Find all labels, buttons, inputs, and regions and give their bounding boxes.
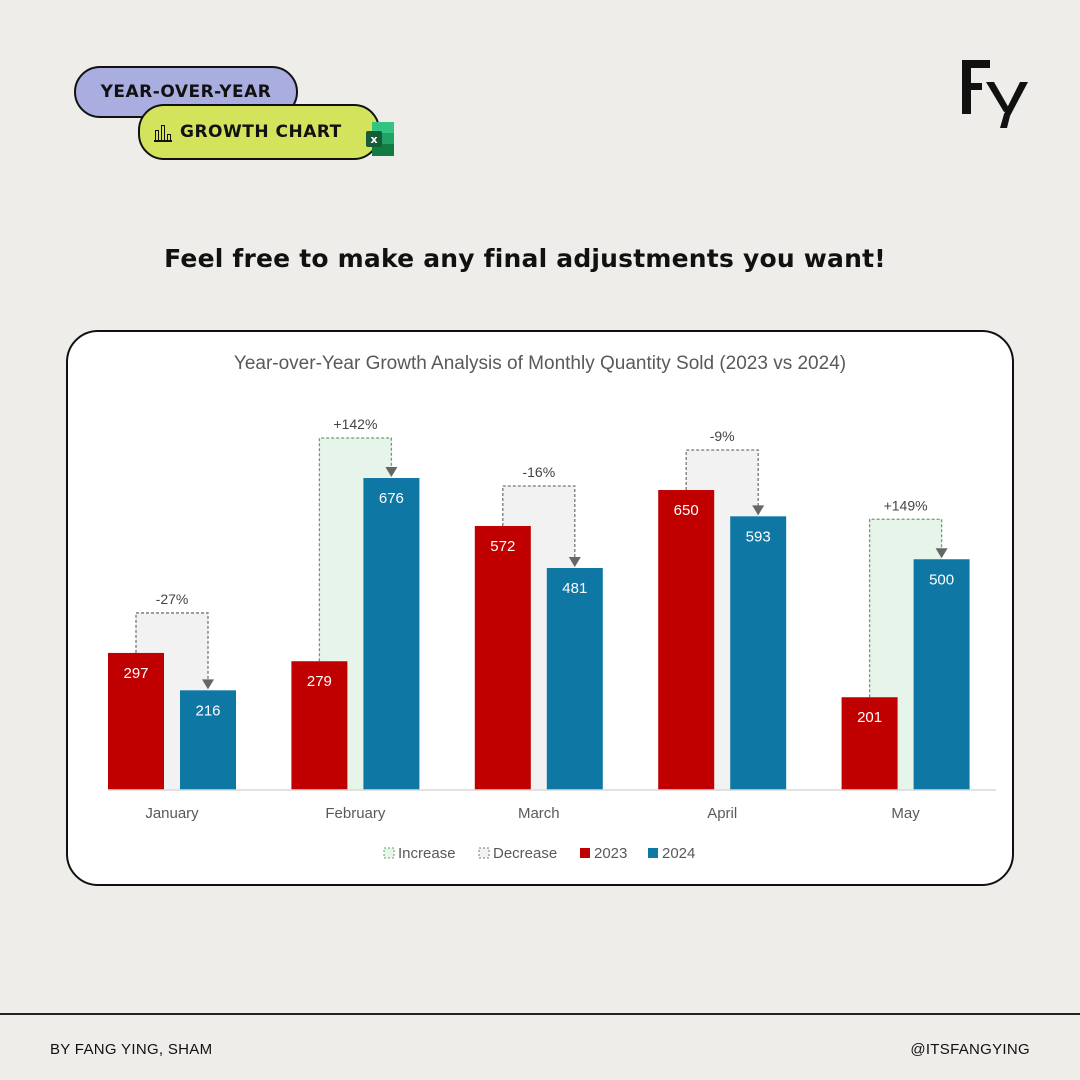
chart-title: Year-over-Year Growth Analysis of Monthl… <box>234 353 846 374</box>
bar-chart-icon <box>154 122 172 142</box>
change-label: +142% <box>333 416 377 432</box>
data-label-2023: 650 <box>674 502 699 519</box>
data-label-2024: 481 <box>562 580 587 597</box>
change-bracket <box>135 612 209 681</box>
data-label-2024: 676 <box>379 490 404 507</box>
footer-divider <box>0 1013 1080 1015</box>
x-tick-label: May <box>891 805 920 822</box>
x-tick-label: January <box>145 805 199 822</box>
bar-2023 <box>474 526 531 790</box>
data-label-2023: 201 <box>857 709 882 726</box>
brand-logo <box>962 60 1028 128</box>
bar-2023 <box>291 661 348 790</box>
x-tick-label: February <box>325 805 386 822</box>
bar-2023 <box>658 490 715 790</box>
legend-increase-swatch <box>383 847 395 859</box>
change-label: +149% <box>884 497 928 513</box>
legend-decrease-label: Decrease <box>493 845 557 862</box>
change-arrow <box>385 467 398 478</box>
legend-2024-label: 2024 <box>662 845 695 862</box>
change-arrow <box>568 557 581 568</box>
bar-2023 <box>108 652 164 790</box>
change-label: -9% <box>710 428 735 444</box>
badge-line1: YEAR-OVER-YEAR <box>100 82 272 102</box>
change-bracket <box>502 485 576 559</box>
data-label-2024: 216 <box>195 702 220 719</box>
change-label: -16% <box>522 464 555 480</box>
bar-2023 <box>841 697 898 790</box>
social-handle: @ITSFANGYING <box>910 1041 1030 1058</box>
data-label-2024: 593 <box>746 528 771 545</box>
chart-legend: Increase Decrease 2023 2024 <box>383 845 695 862</box>
change-bracket <box>685 449 759 507</box>
chart-card: Year-over-Year Growth Analysis of Monthl… <box>66 330 1014 886</box>
data-label-2023: 279 <box>307 673 332 690</box>
bar-2024 <box>180 690 236 790</box>
change-arrow <box>202 679 214 690</box>
legend-2023-swatch <box>580 848 590 858</box>
legend-2024-swatch <box>648 848 658 858</box>
change-label: -27% <box>156 591 189 607</box>
legend-increase-label: Increase <box>398 845 456 862</box>
legend-2023-label: 2023 <box>594 845 627 862</box>
x-tick-label: March <box>518 805 560 822</box>
data-label-2023: 572 <box>490 538 515 555</box>
x-tick-label: April <box>707 805 737 822</box>
excel-icon: x <box>366 122 394 156</box>
change-arrow <box>752 505 765 516</box>
svg-text:x: x <box>370 133 377 146</box>
bar-2024 <box>546 568 603 790</box>
data-label-2023: 297 <box>123 665 148 682</box>
bar-2024 <box>363 478 420 790</box>
data-label-2024: 500 <box>929 571 954 588</box>
change-bracket <box>318 437 393 662</box>
change-arrow <box>935 548 948 559</box>
bar-2024 <box>913 559 970 790</box>
legend-decrease-swatch <box>478 847 490 859</box>
bar-2024 <box>730 516 787 790</box>
headline: Feel free to make any final adjustments … <box>164 244 886 273</box>
yoy-growth-chart: Year-over-Year Growth Analysis of Monthl… <box>108 353 996 862</box>
author-credit: BY FANG YING, SHAM <box>50 1041 213 1058</box>
title-badge-growth-chart: GROWTH CHART <box>138 104 380 160</box>
badge-line2: GROWTH CHART <box>180 122 342 142</box>
